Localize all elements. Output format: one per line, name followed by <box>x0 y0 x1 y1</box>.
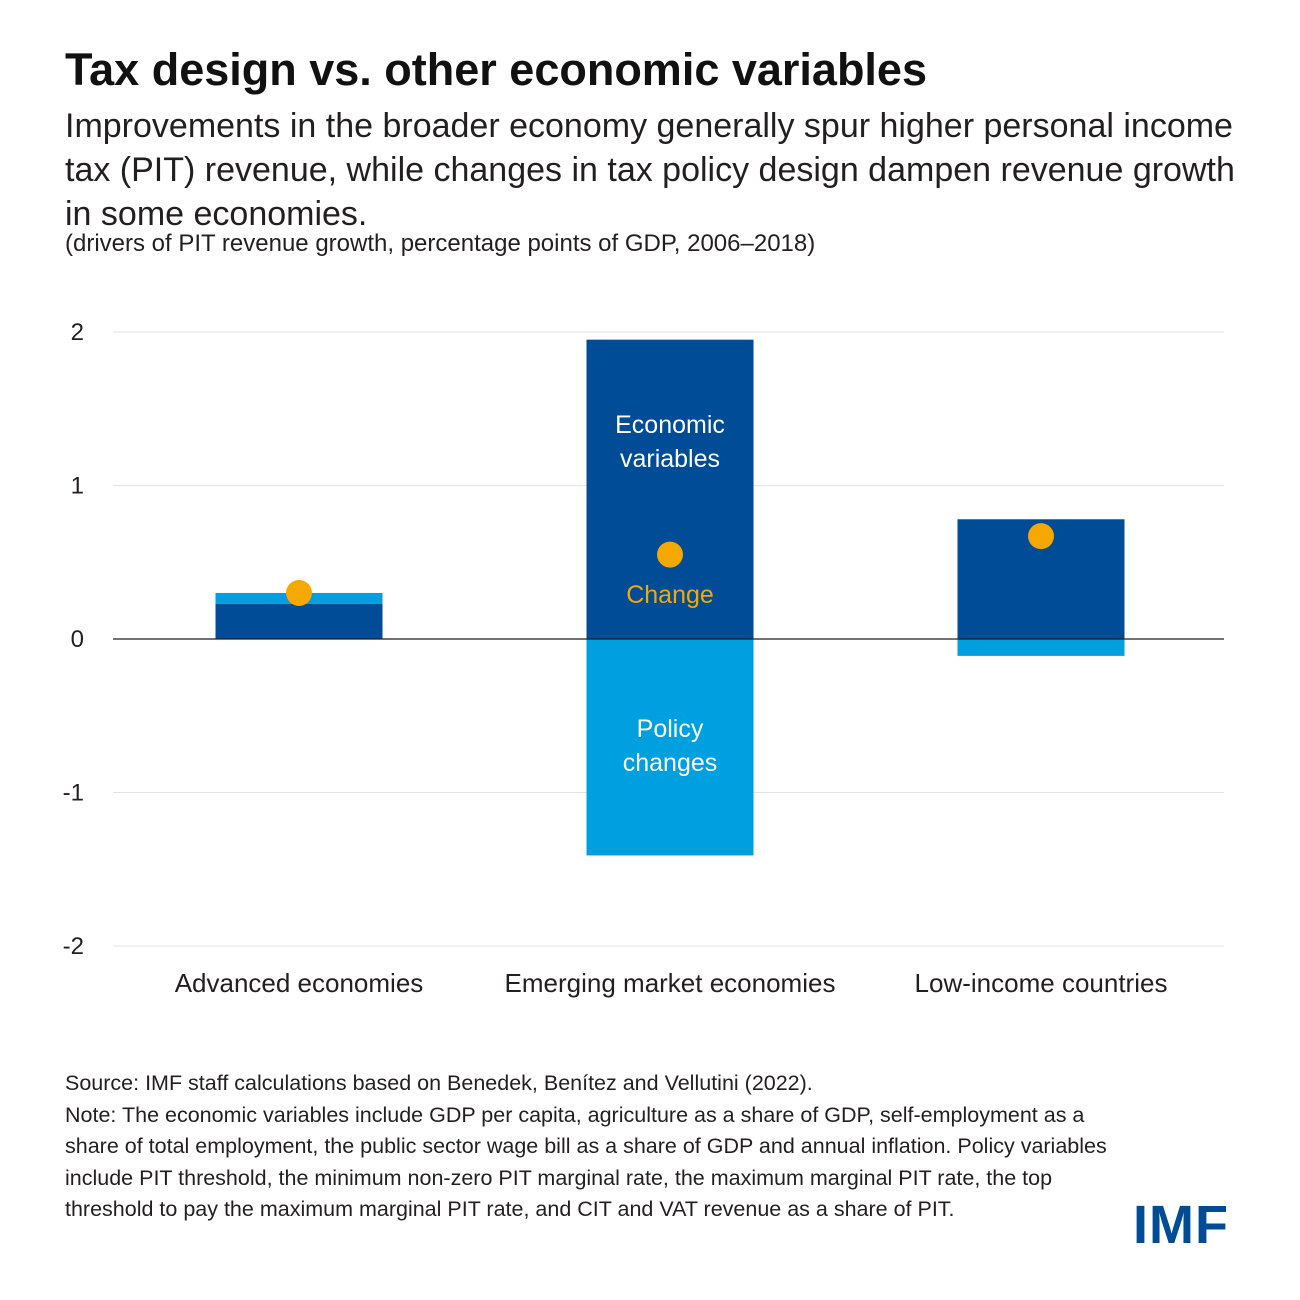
bar-policy-changes <box>586 639 754 856</box>
x-category-label: Low-income countries <box>915 968 1168 998</box>
bar-policy-changes <box>957 639 1125 656</box>
change-marker <box>286 579 312 606</box>
change-marker <box>657 541 683 568</box>
change-markers <box>286 523 1054 606</box>
chart-subtitle: Improvements in the broader economy gene… <box>65 107 1235 233</box>
bar-economic-variables <box>215 603 383 639</box>
y-tick-label: -2 <box>63 933 84 960</box>
x-category-label: Emerging market economies <box>505 968 836 998</box>
bar-economic-variables <box>586 339 754 639</box>
label-economic-line1: Economic <box>615 411 725 439</box>
methodology-note: Note: The economic variables include GDP… <box>65 1102 1107 1222</box>
imf-logo: IMF <box>1133 1195 1229 1255</box>
stacked-bar-chart: 2 1 0 -1 -2 Economic variables Change Policy… <box>63 319 1224 998</box>
y-tick-label: 2 <box>71 319 84 346</box>
y-tick-label: 0 <box>71 626 84 653</box>
label-policy-line1: Policy <box>637 715 704 743</box>
y-axis-ticks: 2 1 0 -1 -2 <box>63 319 84 960</box>
bars <box>215 339 1125 856</box>
change-marker <box>1028 523 1054 550</box>
y-tick-label: 1 <box>71 473 84 500</box>
source-note: Source: IMF staff calculations based on … <box>65 1071 813 1095</box>
chart-units-note: (drivers of PIT revenue growth, percenta… <box>65 230 816 257</box>
label-policy-line2: changes <box>623 749 718 777</box>
chart-footer: Source: IMF staff calculations based on … <box>65 1068 1125 1226</box>
chart-title: Tax design vs. other economic variables <box>65 44 927 95</box>
label-economic-line2: variables <box>620 445 720 473</box>
x-axis-categories: Advanced economies Emerging market econom… <box>175 968 1168 998</box>
label-change: Change <box>626 581 714 609</box>
x-category-label: Advanced economies <box>175 968 424 998</box>
y-tick-label: -1 <box>63 780 84 807</box>
inline-series-labels: Economic variables Change Policy changes <box>615 411 725 777</box>
